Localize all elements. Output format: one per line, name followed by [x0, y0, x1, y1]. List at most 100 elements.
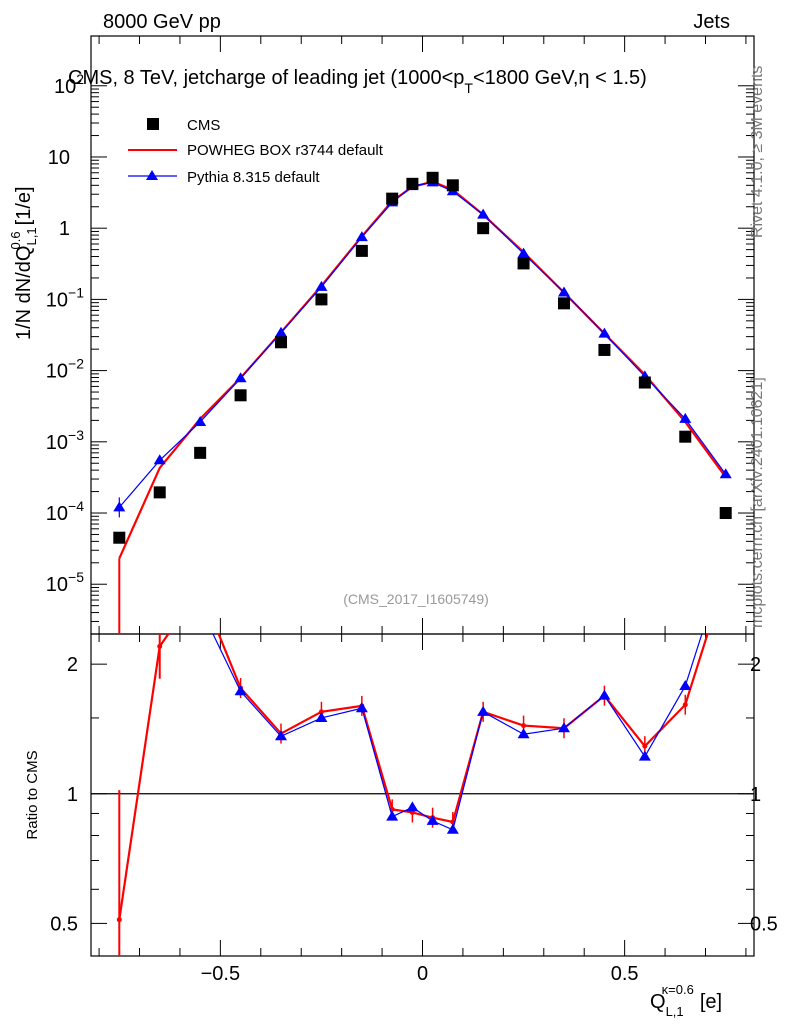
x-axis-label: QL,1 κ=0.6 [e]: [650, 982, 722, 1019]
ratio-pythia-point: [638, 750, 651, 761]
ratio-pythia-line: [212, 634, 703, 831]
ratio-axes: 0.5 0.5 1 1 2 2 −0.5 0 0.5: [50, 634, 778, 985]
cms-point: [275, 336, 288, 349]
pythia-point: [275, 326, 288, 337]
ratio-series: [116, 574, 728, 956]
ratio-pythia-point: [154, 594, 166, 604]
cms-point: [557, 297, 570, 310]
main-series: [113, 171, 732, 634]
cms-point: [406, 177, 419, 190]
plot-title-end: <1800 GeV,η < 1.5): [473, 67, 647, 89]
main-y-tick-label: 10−4: [46, 498, 84, 525]
ratio-clipped-group: [116, 574, 728, 956]
cms-point: [679, 430, 692, 443]
pythia-point: [557, 286, 570, 297]
analysis-watermark: (CMS_2017_I1605749): [343, 591, 489, 607]
ratio-powheg-point: [723, 574, 728, 579]
ratio-y-tick-label: 2: [67, 654, 78, 676]
cms-point: [426, 171, 439, 184]
ratio-pythia-point: [406, 801, 419, 812]
cms-point: [446, 179, 459, 192]
main-y-label-main: 1/N dN/dQ: [13, 246, 35, 340]
ratio-pythia-point: [557, 722, 570, 733]
cms-point: [477, 222, 490, 235]
cms-point: [113, 531, 126, 544]
energy-label: 8000 GeV pp: [103, 11, 221, 33]
ratio-pythia-point: [477, 705, 490, 716]
ratio-y-axis-label: Ratio to CMS: [24, 750, 41, 839]
ratio-powheg-line: [118, 634, 709, 920]
pythia-point: [517, 247, 530, 258]
x-tick-label: 0.5: [611, 963, 639, 985]
main-y-tick-label: 102: [54, 71, 84, 98]
powheg-line: [118, 180, 727, 559]
plot-title-sub: T: [464, 80, 473, 96]
x-label-sup: κ=0.6: [662, 982, 694, 997]
ratio-y-tick-label: 0.5: [50, 913, 78, 935]
mcplots-label: mcplots.cern.ch [arXiv:2401.10621]: [749, 377, 766, 628]
pythia-point: [194, 415, 207, 426]
cms-point: [153, 486, 166, 499]
cms-point: [386, 192, 399, 205]
cms-point: [355, 244, 368, 257]
pythia-point: [355, 231, 368, 242]
ratio-y-tick-label-right: 2: [750, 654, 761, 676]
main-y-axis: 10−5 10−4 10−3 10−2 10−1 1 10 102: [46, 36, 754, 634]
pythia-point: [477, 208, 490, 219]
main-y-label-sup: 0.6: [8, 231, 23, 249]
ratio-pythia-point: [315, 711, 328, 722]
cms-point: [315, 293, 328, 306]
cms-point: [598, 343, 611, 356]
ratio-pythia-point: [517, 728, 530, 739]
ratio-pythia-point: [446, 823, 459, 834]
main-y-tick-label: 10−3: [46, 427, 84, 454]
cms-point: [517, 257, 530, 270]
cms-point: [638, 376, 651, 389]
ratio-pythia-point: [386, 810, 399, 821]
ratio-y-tick-label: 1: [67, 784, 78, 806]
main-y-label-unit: [1/e]: [13, 186, 35, 225]
ratio-pythia-point: [194, 601, 206, 611]
ratio-pythia-point: [275, 730, 288, 741]
legend-pythia-marker: [146, 170, 158, 180]
pythia-point: [598, 327, 611, 338]
x-label-unit: [e]: [700, 991, 722, 1013]
ratio-pythia-point: [355, 702, 368, 713]
ratio-y-tick-label-right: 1: [750, 784, 761, 806]
cms-point: [194, 446, 207, 459]
plot-title-main: CMS, 8 TeV, jetcharge of leading jet (10…: [68, 67, 464, 89]
process-label: Jets: [693, 11, 730, 33]
main-y-tick-label: 10−5: [46, 569, 84, 596]
ratio-pythia-point: [679, 679, 692, 690]
legend: CMS POWHEG BOX r3744 default Pythia 8.31…: [128, 117, 384, 186]
legend-cms-marker: [147, 118, 159, 130]
ratio-pythia-point: [426, 814, 439, 825]
ratio-pythia-point: [234, 685, 247, 696]
plot-title: CMS, 8 TeV, jetcharge of leading jet (10…: [68, 67, 647, 96]
pythia-point: [234, 372, 247, 383]
x-tick-label: −0.5: [201, 963, 240, 985]
cms-point: [719, 507, 732, 520]
pythia-point: [315, 280, 328, 291]
main-y-axis-label: 1/N dN/dQL,10.6 [1/e]: [8, 186, 39, 340]
pythia-line: [118, 181, 727, 508]
main-y-tick-label: 1: [59, 218, 70, 240]
main-y-label-sub: L,1: [24, 227, 39, 245]
ratio-panel-frame: [90, 633, 755, 957]
main-y-tick-label: 10−1: [46, 284, 84, 311]
pythia-point: [679, 412, 692, 423]
x-tick-label: 0: [417, 963, 428, 985]
legend-cms-label: CMS: [187, 117, 220, 134]
x-label-main: Q: [650, 991, 666, 1013]
rivet-version-label: Rivet 4.1.0, ≥ 3M events: [749, 66, 766, 238]
pythia-point: [719, 468, 732, 479]
ratio-y-tick-label-right: 0.5: [750, 913, 778, 935]
main-y-tick-label: 10−2: [46, 356, 84, 383]
legend-pythia-label: Pythia 8.315 default: [187, 169, 320, 186]
x-label-sub: L,1: [666, 1004, 684, 1019]
ratio-pythia-point: [598, 689, 611, 700]
main-y-tick-label: 10: [48, 147, 70, 169]
ratio-powheg-point: [198, 586, 203, 591]
pythia-point: [153, 454, 166, 465]
